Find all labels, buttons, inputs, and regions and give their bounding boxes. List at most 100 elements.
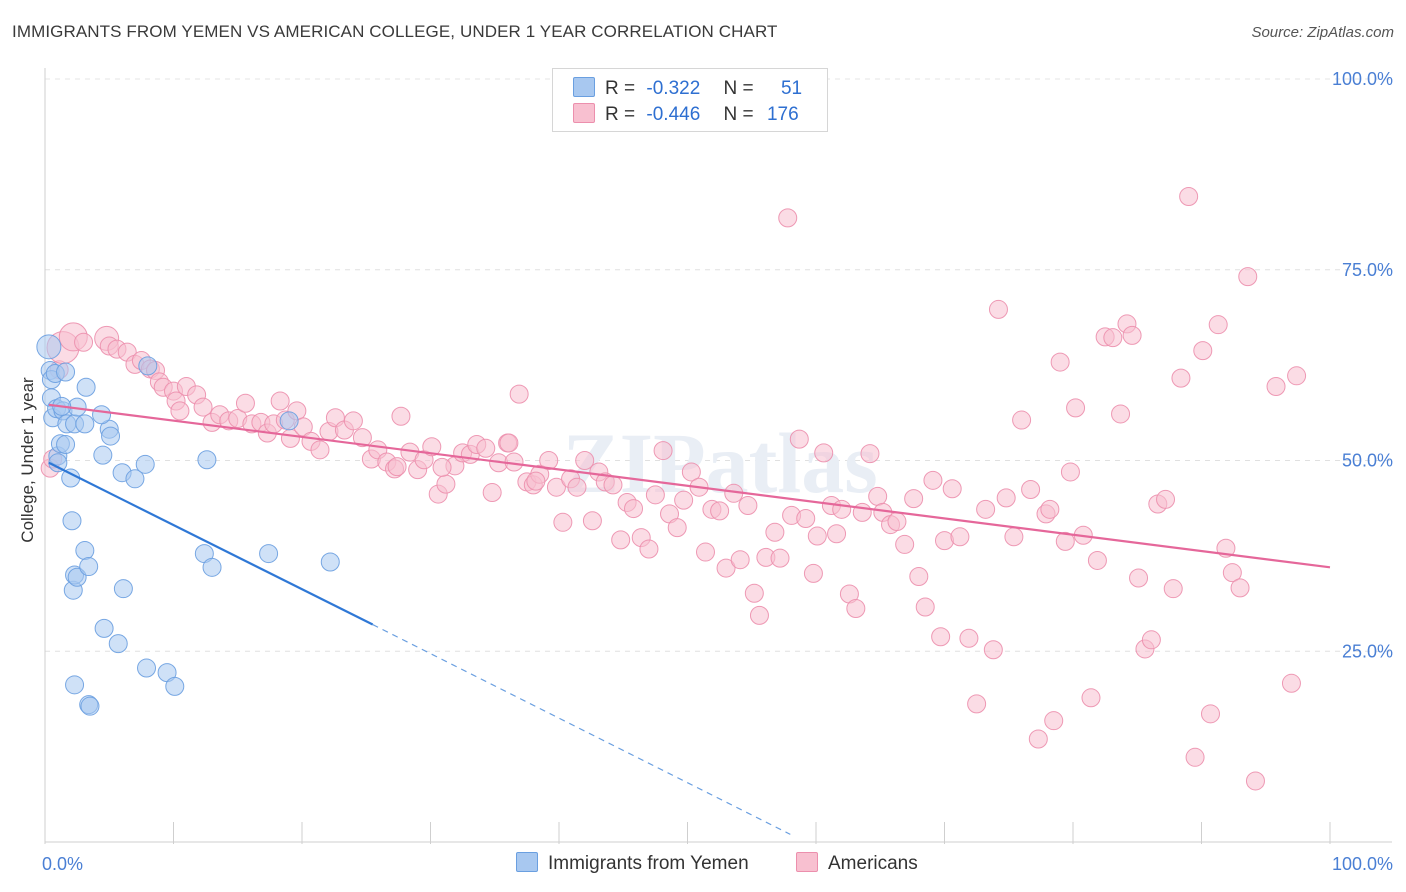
point-yemen xyxy=(279,411,299,431)
point-american xyxy=(832,499,852,519)
point-american xyxy=(546,477,566,497)
point-american xyxy=(1156,489,1176,509)
point-yemen xyxy=(75,414,95,434)
point-yemen xyxy=(36,334,62,360)
point-american xyxy=(967,694,987,714)
point-american xyxy=(387,457,407,477)
point-american xyxy=(1129,568,1149,588)
point-american xyxy=(653,441,673,461)
legend-row-americans: R = -0.446 N = 176 xyxy=(573,103,799,127)
point-american xyxy=(1193,341,1213,361)
point-yemen xyxy=(94,618,114,638)
point-american xyxy=(860,444,880,464)
point-american xyxy=(1028,729,1048,749)
point-american xyxy=(1245,771,1265,791)
point-yemen xyxy=(108,634,128,654)
point-american xyxy=(624,499,644,519)
point-american xyxy=(1141,630,1161,650)
trendline-americans xyxy=(48,403,1331,569)
point-american xyxy=(639,539,659,559)
bottom-legend-swatch-yemen xyxy=(516,852,538,872)
point-american xyxy=(909,566,929,586)
point-american xyxy=(1066,398,1086,418)
point-american xyxy=(796,508,816,528)
point-yemen xyxy=(197,450,217,470)
point-american xyxy=(509,384,529,404)
point-american xyxy=(611,530,631,550)
legend-row-yemen: R = -0.322 N = 51 xyxy=(573,77,802,101)
legend-r-label: R = xyxy=(605,78,636,99)
point-american xyxy=(1171,368,1191,388)
point-american xyxy=(1208,315,1228,335)
correlation-legend: R = -0.322 N = 51 R = -0.446 N = 176 xyxy=(552,68,828,132)
point-yemen xyxy=(137,658,157,678)
point-american xyxy=(1200,704,1220,724)
point-american xyxy=(499,433,519,453)
point-yemen xyxy=(93,445,113,465)
point-american xyxy=(846,599,866,619)
point-yemen xyxy=(165,676,185,696)
point-american xyxy=(582,511,602,531)
point-american xyxy=(1238,267,1258,287)
point-american xyxy=(74,332,94,352)
point-american xyxy=(976,499,996,519)
x-tick-label: 0.0% xyxy=(42,854,83,874)
point-yemen xyxy=(92,405,112,425)
point-american xyxy=(778,208,798,228)
point-american xyxy=(170,401,190,421)
point-yemen xyxy=(113,579,133,599)
point-american xyxy=(1230,578,1250,598)
legend-n-value: 51 xyxy=(780,78,803,99)
point-american xyxy=(868,486,888,506)
point-american xyxy=(310,440,330,460)
point-yemen xyxy=(79,557,99,577)
point-american xyxy=(1281,673,1301,693)
point-american xyxy=(931,627,951,647)
source-label: Source: ZipAtlas.com xyxy=(1251,24,1394,41)
point-american xyxy=(959,628,979,648)
point-yemen xyxy=(259,544,279,564)
point-american xyxy=(1179,187,1199,207)
point-american xyxy=(526,471,546,491)
point-american xyxy=(482,483,502,503)
point-american xyxy=(235,393,255,413)
point-american xyxy=(738,496,758,516)
point-yemen xyxy=(75,541,95,561)
point-american xyxy=(1055,531,1075,551)
point-american xyxy=(983,640,1003,660)
point-yemen xyxy=(135,454,155,474)
bottom-legend-yemen[interactable]: Immigrants from Yemen xyxy=(516,852,749,875)
point-american xyxy=(436,474,456,494)
bottom-legend-swatch-americans xyxy=(796,852,818,872)
point-american xyxy=(730,550,750,570)
point-yemen xyxy=(76,377,96,397)
y-tick-label: 50.0% xyxy=(1342,451,1393,471)
point-yemen xyxy=(65,675,85,695)
bottom-legend-label-yemen: Immigrants from Yemen xyxy=(548,853,749,874)
point-american xyxy=(827,524,847,544)
point-american xyxy=(1222,563,1242,583)
point-american xyxy=(915,597,935,617)
point-american xyxy=(789,429,809,449)
point-american xyxy=(1163,579,1183,599)
point-american xyxy=(942,479,962,499)
point-american xyxy=(887,512,907,532)
legend-swatch-yemen xyxy=(573,77,595,97)
point-american xyxy=(1185,747,1205,767)
point-american xyxy=(575,451,595,470)
point-yemen xyxy=(125,469,145,489)
point-american xyxy=(1012,410,1032,430)
point-yemen xyxy=(48,453,68,473)
point-american xyxy=(695,542,715,562)
y-tick-label: 25.0% xyxy=(1342,641,1393,661)
x-tick-label: 100.0% xyxy=(1332,854,1393,874)
point-american xyxy=(681,462,701,482)
point-yemen xyxy=(320,552,340,572)
point-american xyxy=(923,470,943,490)
legend-n-label: N = xyxy=(723,78,754,99)
point-american xyxy=(1087,550,1107,570)
legend-r-label: R = xyxy=(605,104,636,125)
bottom-legend-americans[interactable]: Americans xyxy=(796,852,918,875)
point-american xyxy=(710,501,730,521)
